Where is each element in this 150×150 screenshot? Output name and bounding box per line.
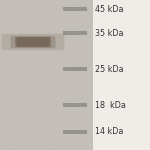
Bar: [0, 0, 93, 150]
FancyBboxPatch shape: [11, 36, 56, 48]
Bar: [63, 130, 87, 134]
Bar: [63, 103, 87, 107]
FancyBboxPatch shape: [2, 34, 64, 50]
Bar: [63, 67, 87, 71]
Text: 45 kDa: 45 kDa: [95, 4, 124, 14]
Text: 25 kDa: 25 kDa: [95, 64, 124, 74]
Bar: [63, 7, 87, 11]
FancyBboxPatch shape: [16, 37, 50, 47]
Text: 14 kDa: 14 kDa: [95, 128, 124, 136]
Text: 18  kDa: 18 kDa: [95, 100, 126, 109]
FancyBboxPatch shape: [15, 37, 51, 47]
Text: 35 kDa: 35 kDa: [95, 28, 124, 38]
Bar: [93, 0, 150, 150]
Bar: [63, 31, 87, 35]
